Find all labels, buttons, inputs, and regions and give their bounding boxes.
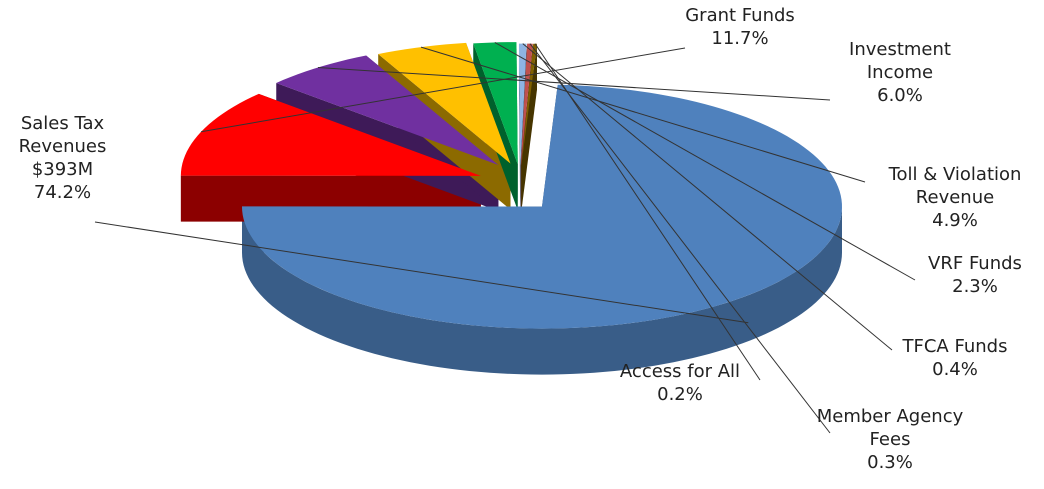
label-name: Sales Tax Revenues	[18, 113, 107, 157]
slice-label: Grant Funds 11.7%	[660, 4, 820, 50]
label-name: Access for All	[619, 361, 741, 382]
label-name: TFCA Funds	[902, 336, 1008, 357]
label-value: 0.3%	[867, 452, 913, 473]
label-name: Investment Income	[849, 39, 951, 83]
label-value: 4.9%	[932, 210, 978, 231]
label-name: Member Agency Fees	[816, 406, 964, 450]
leader-line	[534, 43, 761, 381]
label-value: 11.7%	[711, 28, 769, 49]
slice	[518, 43, 527, 166]
slice	[473, 42, 518, 165]
slice-label: TFCA Funds 0.4%	[880, 335, 1030, 381]
slice-label: Investment Income 6.0%	[830, 38, 970, 107]
leader-line	[317, 67, 831, 101]
label-name: Grant Funds	[685, 5, 795, 26]
label-value: 0.2%	[657, 384, 703, 405]
leader-line	[494, 41, 916, 281]
label-value: 0.4%	[932, 359, 978, 380]
slice-side	[518, 43, 521, 212]
leader-line	[420, 46, 866, 183]
leader-line	[201, 47, 686, 133]
leader-line	[94, 221, 749, 324]
leader-line	[522, 43, 893, 351]
slice	[276, 55, 499, 165]
slice-label: Sales Tax Revenues $393M 74.2%	[0, 112, 125, 204]
label-amount: $393M	[31, 159, 94, 180]
label-value: 6.0%	[877, 85, 923, 106]
label-value: 2.3%	[952, 276, 998, 297]
label-value: 74.2%	[33, 182, 92, 203]
slice-side	[521, 43, 537, 212]
slice-label: VRF Funds 2.3%	[905, 252, 1044, 298]
slice	[180, 93, 481, 176]
slice-label: Toll & Violation Revenue 4.9%	[860, 163, 1044, 232]
label-name: Toll & Violation Revenue	[888, 164, 1022, 208]
slice-side	[242, 206, 842, 375]
leader-line	[529, 43, 831, 434]
label-name: VRF Funds	[928, 253, 1022, 274]
slice-label: Member Agency Fees 0.3%	[815, 405, 965, 474]
slice-label: Access for All 0.2%	[595, 360, 765, 406]
slice	[520, 43, 533, 166]
